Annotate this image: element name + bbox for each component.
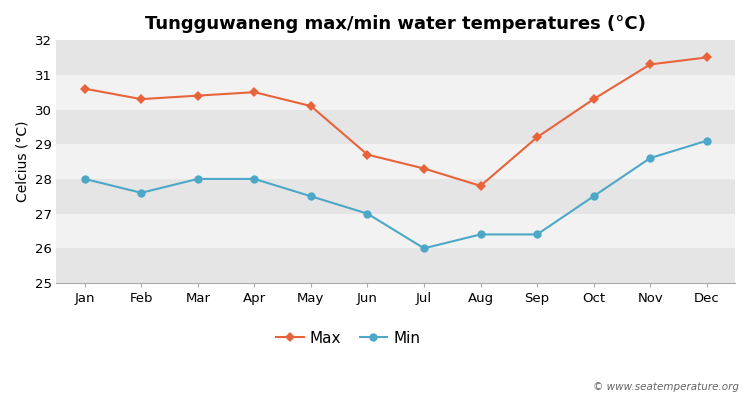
- Max: [476, 184, 485, 188]
- Bar: [56, 40, 735, 75]
- Min: [136, 190, 146, 195]
- Bar: [56, 144, 735, 179]
- Max: [250, 90, 259, 94]
- Title: Tungguwaneng max/min water temperatures (°C): Tungguwaneng max/min water temperatures …: [146, 15, 646, 33]
- Max: [363, 152, 372, 157]
- Bar: [56, 214, 735, 248]
- Max: [136, 97, 146, 102]
- Legend: Max, Min: Max, Min: [270, 325, 426, 352]
- Text: © www.seatemperature.org: © www.seatemperature.org: [592, 382, 739, 392]
- Min: [646, 156, 655, 160]
- Max: [532, 135, 542, 140]
- Min: [419, 246, 428, 251]
- Max: [646, 62, 655, 67]
- Min: [702, 138, 711, 143]
- Max: [419, 166, 428, 171]
- Bar: [56, 110, 735, 144]
- Max: [194, 93, 202, 98]
- Line: Max: Max: [81, 54, 710, 190]
- Line: Min: Min: [80, 136, 711, 252]
- Y-axis label: Celcius (°C): Celcius (°C): [15, 121, 29, 202]
- Bar: [56, 75, 735, 110]
- Min: [194, 176, 202, 181]
- Max: [307, 104, 316, 108]
- Bar: [56, 179, 735, 214]
- Min: [532, 232, 542, 237]
- Min: [363, 211, 372, 216]
- Min: [80, 176, 89, 181]
- Bar: [56, 248, 735, 283]
- Min: [476, 232, 485, 237]
- Min: [307, 194, 316, 199]
- Max: [702, 55, 711, 60]
- Max: [590, 97, 598, 102]
- Min: [250, 176, 259, 181]
- Max: [80, 86, 89, 91]
- Min: [590, 194, 598, 199]
